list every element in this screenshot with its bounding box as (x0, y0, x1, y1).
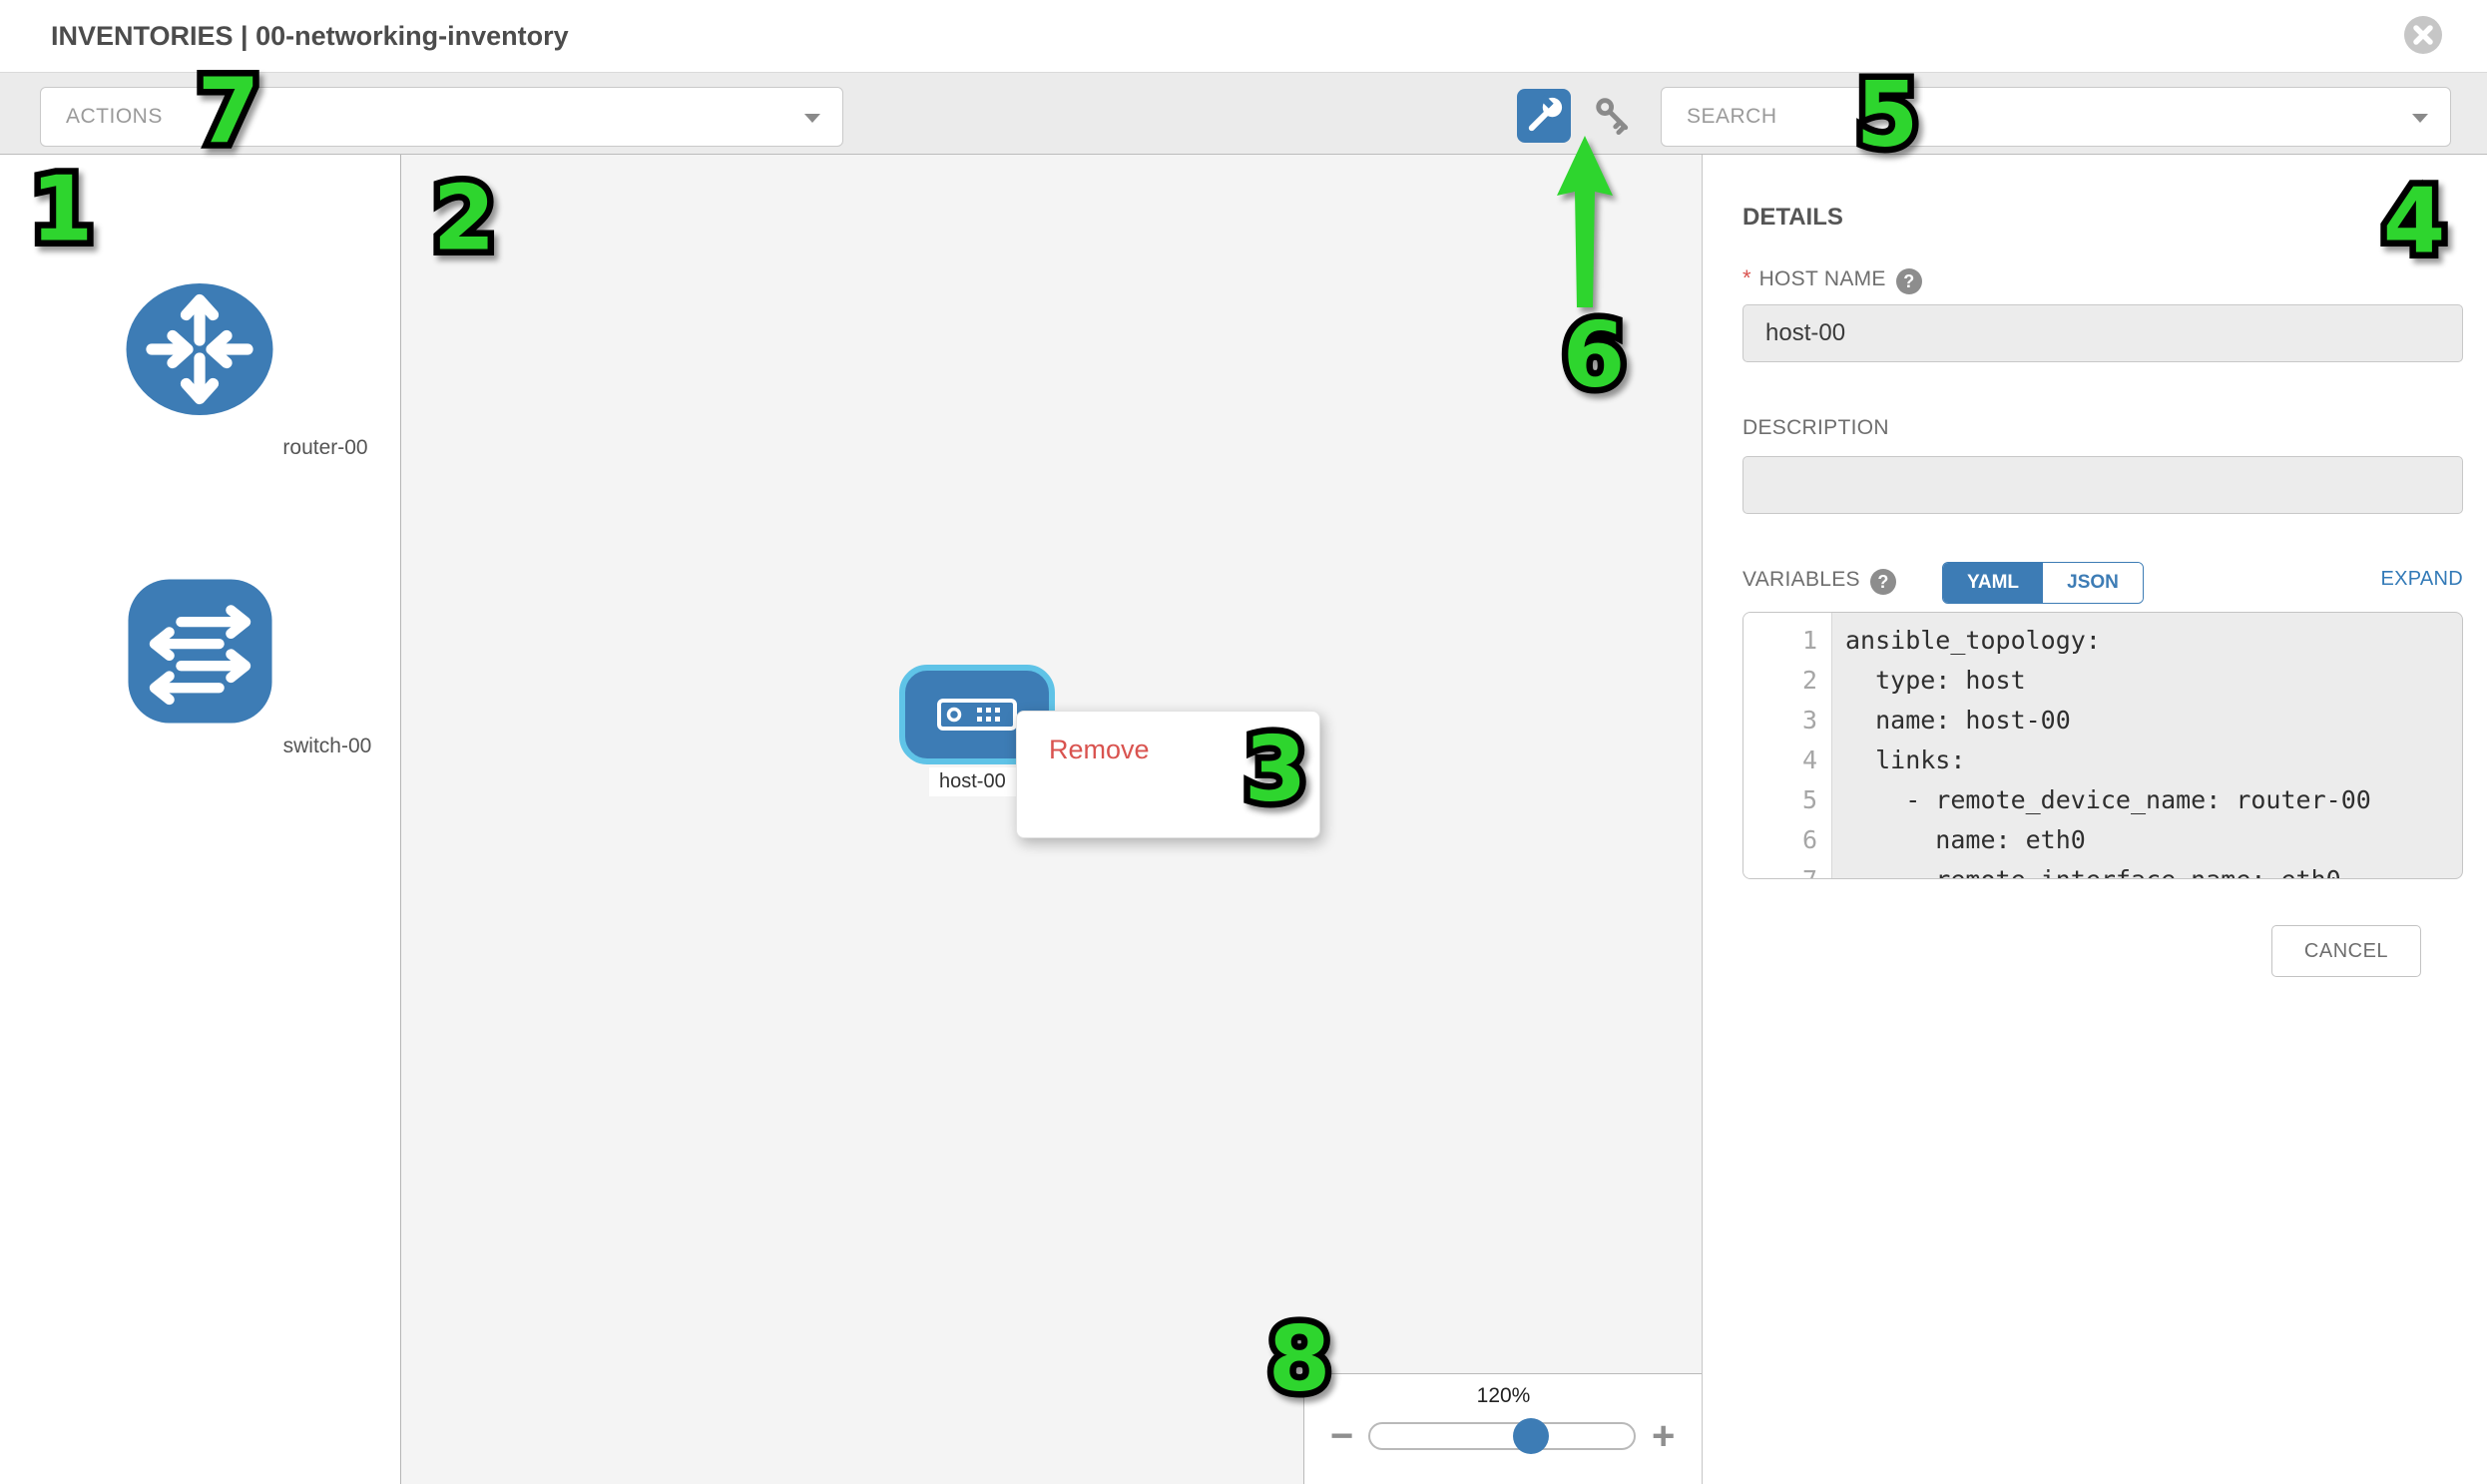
details-panel: DETAILS * HOST NAME? DESCRIPTION VARIABLE… (1703, 155, 2487, 1484)
node-context-menu: Details Remove (1016, 711, 1320, 838)
search-dropdown-label: SEARCH (1687, 105, 1777, 128)
code-line: 5 - remote_device_name: router-00 (1743, 780, 2462, 820)
palette-item-switch[interactable]: switch-00 (127, 578, 371, 757)
chevron-down-icon (804, 114, 820, 123)
host-icon (937, 699, 1017, 731)
code-line: 1 ansible_topology: (1743, 621, 2462, 661)
page-title: INVENTORIES | 00-networking-inventory (51, 21, 569, 51)
required-asterisk: * (1742, 265, 1751, 290)
palette-item-label: switch-00 (282, 735, 372, 757)
actions-dropdown-label: ACTIONS (66, 105, 163, 128)
zoom-in-button[interactable]: + (1652, 1414, 1676, 1458)
editor-gutter (1743, 613, 1832, 878)
search-dropdown[interactable]: SEARCH (1661, 87, 2451, 147)
variables-label: VARIABLES (1742, 568, 1860, 591)
description-label: DESCRIPTION (1742, 416, 1889, 439)
line-number: 5 (1801, 785, 1817, 814)
actions-dropdown[interactable]: ACTIONS (40, 87, 843, 147)
line-text: name: host-00 (1845, 706, 2071, 735)
line-number: 2 (1801, 666, 1817, 695)
host-node-label: host-00 (929, 767, 1016, 796)
host-name-field-label-row: * HOST NAME? (1742, 265, 1922, 294)
context-menu-item-remove[interactable]: Remove (1049, 735, 1150, 764)
editor-rows: 1 ansible_topology: 2 type: host 3 name:… (1743, 621, 2462, 878)
chevron-down-icon (2412, 114, 2428, 123)
code-line: 3 name: host-00 (1743, 701, 2462, 741)
palette-item-router[interactable]: router-00 (125, 274, 368, 459)
code-line: 4 links: (1743, 741, 2462, 780)
line-text: links: (1845, 745, 1966, 774)
line-text: type: host (1845, 666, 2026, 695)
key-button[interactable] (1589, 91, 1639, 141)
details-panel-title: DETAILS (1742, 204, 1843, 231)
host-name-label: HOST NAME (1758, 267, 1886, 290)
host-name-input[interactable] (1742, 304, 2463, 362)
key-icon (1596, 98, 1629, 136)
line-number: 3 (1801, 706, 1817, 735)
cancel-button[interactable]: CANCEL (2271, 925, 2421, 977)
zoom-slider-thumb[interactable] (1513, 1418, 1549, 1454)
wrench-icon (1528, 95, 1563, 132)
line-number: 4 (1801, 745, 1817, 774)
code-line: 2 type: host (1743, 661, 2462, 701)
palette-item-label: router-00 (282, 436, 368, 459)
line-text: name: eth0 (1845, 825, 2086, 854)
variables-code-editor[interactable]: 1 ansible_topology: 2 type: host 3 name:… (1742, 612, 2463, 879)
line-number: 1 (1801, 626, 1817, 655)
description-field-label-row: DESCRIPTION (1742, 416, 1889, 440)
code-line: 6 name: eth0 (1743, 820, 2462, 860)
zoom-control-panel: 120% − + (1303, 1373, 1702, 1484)
toolbox-toggle-button[interactable] (1517, 89, 1571, 143)
variables-row: VARIABLES? YAML JSON EXPAND (1742, 562, 2463, 610)
window-header: INVENTORIES | 00-networking-inventory (0, 0, 2487, 72)
zoom-level-value: 120% (1476, 1384, 1531, 1407)
line-text: ansible_topology: (1845, 626, 2101, 655)
router-icon (126, 283, 273, 415)
switch-icon (128, 579, 272, 724)
zoom-out-button[interactable]: − (1330, 1414, 1354, 1458)
line-number: 7 (1743, 860, 1831, 878)
expand-link[interactable]: EXPAND (2380, 568, 2463, 590)
toolbar: ACTIONS SEARC (0, 72, 2487, 155)
close-icon (2404, 16, 2442, 54)
code-line: 7 remote_interface_name: eth0 (1743, 860, 2462, 878)
line-text: remote_interface_name: eth0 (1831, 860, 2340, 878)
close-button[interactable] (2403, 15, 2443, 55)
format-toggle-yaml[interactable]: YAML (1943, 563, 2043, 603)
line-number: 6 (1801, 825, 1817, 854)
topology-canvas[interactable]: host-00 Details Remove 120% − + (401, 155, 1703, 1484)
format-toggle-json[interactable]: JSON (2043, 563, 2143, 603)
help-icon[interactable]: ? (1895, 267, 1922, 294)
inventory-palette: INVENTORY router-00 (0, 155, 401, 1484)
zoom-slider-track[interactable] (1368, 1422, 1636, 1450)
line-text: - remote_device_name: router-00 (1845, 785, 2371, 814)
format-toggle: YAML JSON (1942, 562, 2144, 604)
description-input[interactable] (1742, 456, 2463, 514)
help-icon[interactable]: ? (1869, 568, 1896, 595)
